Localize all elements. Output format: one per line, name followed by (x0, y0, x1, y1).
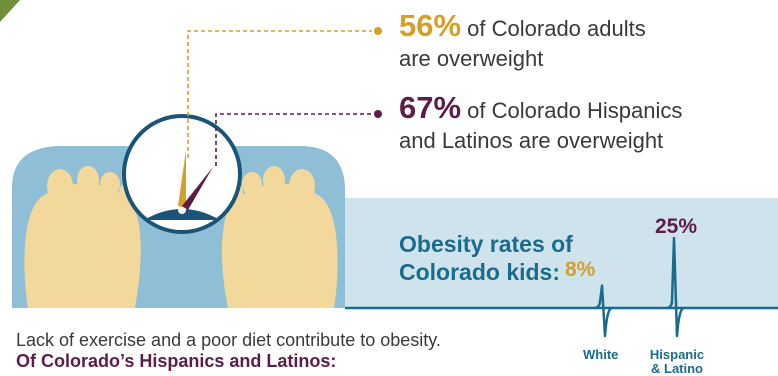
data-label-hispanic: 25% (655, 215, 698, 238)
footer-subheading: Of Colorado’s Hispanics and Latinos: (16, 351, 337, 371)
dial-needle-gold (178, 150, 186, 208)
dial-needle-plum (182, 167, 213, 210)
stat-adults-line1: of Colorado adults (467, 16, 646, 41)
category-label-hispanic-line2: & Latino (651, 361, 703, 376)
pulse-mark-hispanic (666, 236, 685, 338)
scale-dial (122, 114, 242, 234)
obesity-title-line1: Obesity rates of (399, 231, 573, 257)
stat-hispanic: 67% of Colorado Hispanics and Latinos ar… (399, 90, 683, 156)
pulse-mark-white (594, 284, 613, 338)
category-label-white: White (583, 347, 619, 362)
corner-triangle (0, 0, 20, 22)
obesity-title: Obesity rates of Colorado kids: (399, 230, 573, 286)
obesity-title-line2: Colorado kids: (399, 259, 561, 285)
category-label-hispanic-line1: Hispanic (649, 347, 705, 362)
category-label-hispanic: Hispanic & Latino (642, 348, 712, 376)
leader-line-hispanic (215, 113, 372, 166)
footer-text: Lack of exercise and a poor diet contrib… (16, 330, 441, 350)
stat-hispanic-line2: and Latinos are overweight (399, 128, 664, 153)
data-label-white: 8% (565, 258, 596, 281)
stat-adults: 56% of Colorado adults are overweight (399, 8, 646, 74)
stat-adults-value: 56% (399, 8, 462, 43)
leader-dot-hispanic (374, 110, 382, 118)
stat-adults-line2: are overweight (399, 46, 544, 71)
stat-hispanic-line1: of Colorado Hispanics (467, 98, 683, 123)
leader-line-adults (187, 30, 372, 158)
obesity-chart (594, 236, 685, 338)
chart-band (345, 198, 778, 308)
stat-hispanic-value: 67% (399, 90, 462, 125)
leader-dot-adults (374, 27, 382, 35)
